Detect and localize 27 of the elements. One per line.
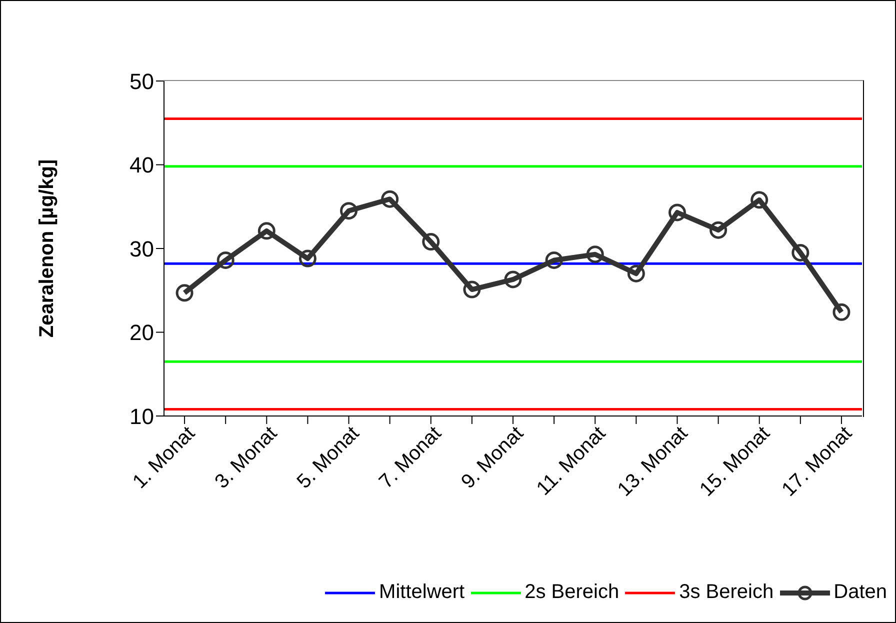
point <box>750 191 768 209</box>
point <box>340 202 358 220</box>
legend-label: 3s Bereich <box>679 581 774 604</box>
legend-label: Daten <box>834 581 887 604</box>
point <box>298 250 316 268</box>
y-tick-label: 40 <box>130 152 154 178</box>
point <box>258 222 276 240</box>
point <box>504 270 522 288</box>
legend-label: 2s Bereich <box>524 581 620 604</box>
point <box>545 251 563 269</box>
legend-label: Mittelwert <box>379 581 465 604</box>
point <box>422 233 440 251</box>
y-axis-title: Zearalenon [µg/kg] <box>36 159 58 338</box>
y-tick-label: 30 <box>130 236 154 262</box>
y-tick-label: 20 <box>130 320 154 346</box>
point <box>463 280 481 298</box>
point <box>627 264 645 282</box>
point <box>792 244 810 262</box>
y-tick-label: 10 <box>130 404 154 429</box>
point <box>832 303 850 321</box>
y-tick-label: 50 <box>130 68 154 94</box>
point <box>668 204 686 222</box>
point <box>586 246 604 264</box>
point <box>710 221 728 239</box>
point <box>176 284 194 302</box>
point <box>216 251 234 269</box>
point <box>381 190 399 208</box>
